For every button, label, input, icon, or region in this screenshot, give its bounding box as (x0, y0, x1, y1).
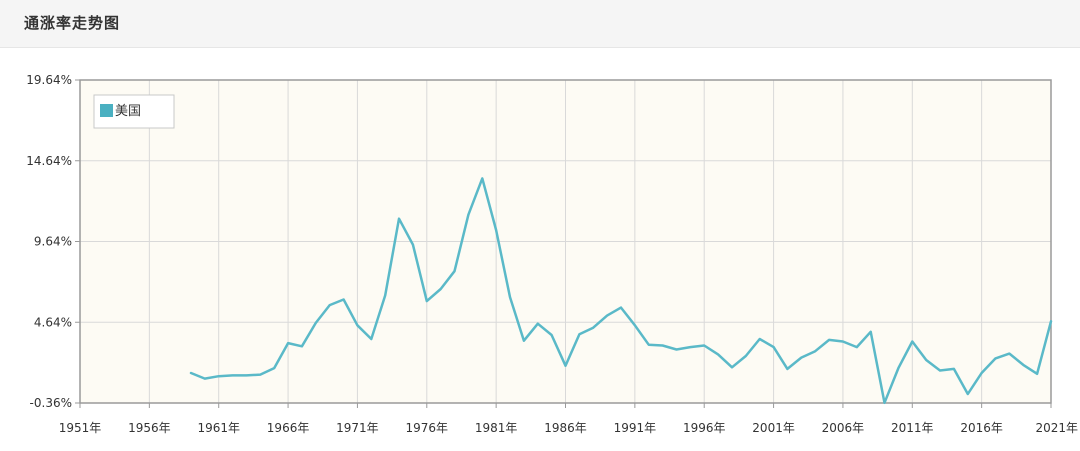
data-point[interactable] (423, 297, 431, 305)
data-point[interactable] (1005, 350, 1013, 358)
data-point[interactable] (894, 364, 902, 372)
data-point[interactable] (867, 328, 875, 336)
data-point[interactable] (686, 343, 694, 351)
data-point[interactable] (770, 343, 778, 351)
data-point[interactable] (881, 399, 889, 407)
data-point[interactable] (700, 342, 708, 350)
data-point[interactable] (950, 365, 958, 373)
x-tick-label: 1961年 (197, 421, 240, 435)
data-point[interactable] (783, 365, 791, 373)
x-tick-label: 2016年 (960, 421, 1003, 435)
data-point[interactable] (353, 321, 361, 329)
data-point[interactable] (631, 321, 639, 329)
data-point[interactable] (506, 293, 514, 301)
legend-label-us: 美国 (115, 104, 141, 119)
y-tick-label: 4.64% (34, 315, 72, 329)
data-point[interactable] (1033, 370, 1041, 378)
data-point[interactable] (659, 342, 667, 350)
x-tick-label: 2021年 (1035, 421, 1078, 435)
data-point[interactable] (367, 335, 375, 343)
data-point[interactable] (673, 346, 681, 354)
x-tick-label: 2006年 (822, 421, 865, 435)
chart-container: -0.36% 4.64% 9.64% 14.64% 19.64% 1951年 1956年 1… (0, 48, 1080, 447)
x-tick-label: 1966年 (267, 421, 310, 435)
x-tick-label: 1956年 (128, 421, 171, 435)
data-point[interactable] (1047, 317, 1055, 325)
data-point[interactable] (229, 371, 237, 379)
data-point[interactable] (451, 267, 459, 275)
y-axis: -0.36% 4.64% 9.64% 14.64% 19.64% (26, 73, 80, 410)
legend-swatch-us (100, 104, 113, 117)
y-tick-label: 14.64% (26, 154, 72, 168)
inflation-line-chart: -0.36%4.64%9.64%14.64%19.64% 1951年 1956年 1… (26, 73, 1078, 435)
data-point[interactable] (187, 369, 195, 377)
data-point[interactable] (478, 174, 486, 182)
data-point[interactable] (312, 319, 320, 327)
data-point[interactable] (437, 285, 445, 293)
series-layer (187, 174, 1055, 407)
data-point[interactable] (714, 350, 722, 358)
y-tick-label: -0.36% (30, 396, 72, 410)
data-point[interactable] (617, 304, 625, 312)
data-point[interactable] (340, 296, 348, 304)
data-point[interactable] (645, 341, 653, 349)
data-point[interactable] (270, 364, 278, 372)
data-point[interactable] (908, 338, 916, 346)
x-tick-label: 2011年 (891, 421, 934, 435)
x-axis: 1951年 1956年 1961年 1966年 1971年 1976年 1981年 1986年… (59, 403, 1078, 435)
data-point[interactable] (756, 335, 764, 343)
data-point[interactable] (992, 354, 1000, 362)
data-point[interactable] (603, 312, 611, 320)
data-point[interactable] (201, 375, 209, 383)
data-point[interactable] (811, 347, 819, 355)
data-point[interactable] (395, 215, 403, 223)
data-point[interactable] (215, 372, 223, 380)
data-point[interactable] (589, 324, 597, 332)
data-point[interactable] (492, 226, 500, 234)
panel-title: 通涨率走势图 (24, 14, 121, 32)
data-point[interactable] (534, 320, 542, 328)
data-point[interactable] (409, 241, 417, 249)
data-point[interactable] (797, 354, 805, 362)
x-tick-label: 1951年 (59, 421, 102, 435)
data-point[interactable] (575, 330, 583, 338)
data-point[interactable] (284, 339, 292, 347)
y-tick-label: 19.64% (26, 73, 72, 87)
data-point[interactable] (381, 291, 389, 299)
x-tick-label: 1971年 (336, 421, 379, 435)
x-tick-label: 1991年 (614, 421, 657, 435)
data-point[interactable] (978, 369, 986, 377)
data-point[interactable] (256, 371, 264, 379)
data-point[interactable] (742, 352, 750, 360)
data-point[interactable] (1019, 361, 1027, 369)
data-point[interactable] (548, 331, 556, 339)
data-point[interactable] (964, 390, 972, 398)
x-tick-label: 2001年 (752, 421, 795, 435)
x-tick-label: 1976年 (406, 421, 449, 435)
data-point[interactable] (562, 362, 570, 370)
data-point[interactable] (936, 367, 944, 375)
data-point[interactable] (839, 338, 847, 346)
panel-header: 通涨率走势图 (0, 0, 1080, 48)
legend[interactable]: 美国 (93, 94, 175, 129)
data-point[interactable] (922, 356, 930, 364)
x-tick-label: 1996年 (683, 421, 726, 435)
data-point[interactable] (728, 363, 736, 371)
data-point[interactable] (464, 211, 472, 219)
x-tick-label: 1986年 (544, 421, 587, 435)
data-point[interactable] (243, 371, 251, 379)
series-line-us[interactable] (189, 177, 1053, 405)
data-point[interactable] (326, 301, 334, 309)
data-point[interactable] (520, 337, 528, 345)
data-point[interactable] (825, 336, 833, 344)
y-tick-label: 9.64% (34, 235, 72, 249)
x-tick-label: 1981年 (475, 421, 518, 435)
data-point[interactable] (298, 342, 306, 350)
data-point[interactable] (853, 343, 861, 351)
